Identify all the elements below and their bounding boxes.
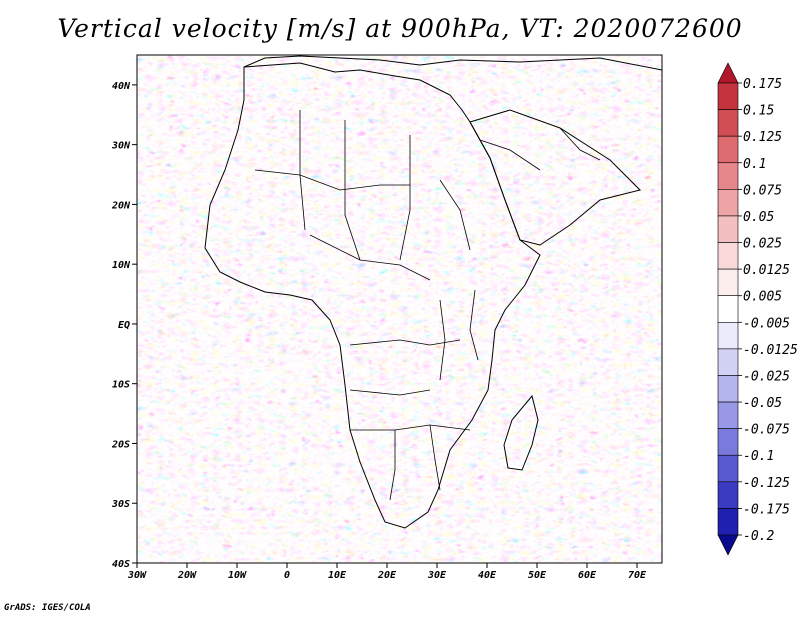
y-tick-label: EQ — [118, 320, 130, 331]
x-tick-label: 70E — [628, 570, 647, 581]
x-tick-label: 20W — [177, 570, 197, 581]
colorbar-box — [717, 508, 739, 536]
colorbar-label: -0.05 — [743, 396, 782, 411]
y-tick-label: 10N — [112, 260, 131, 271]
colorbar-box — [717, 162, 739, 190]
colorbar-box — [717, 242, 739, 270]
colorbar-box — [717, 109, 739, 137]
europe-coastline — [243, 55, 662, 71]
y-tick-label: 40N — [112, 81, 131, 92]
colorbar-label: 0.125 — [743, 130, 782, 145]
colorbar-box — [717, 454, 739, 483]
y-tick-label: 40S — [112, 559, 130, 570]
colorbar-label: -0.125 — [743, 476, 790, 491]
x-tick-label: 20E — [377, 570, 397, 581]
colorbar-label: 0.025 — [743, 237, 782, 252]
coastlines — [204, 55, 662, 529]
colorbar-box — [717, 481, 739, 509]
colorbar-label: 0.1 — [743, 157, 766, 172]
y-tick-label: 20N — [111, 200, 131, 211]
colorbar-box — [717, 375, 739, 403]
colorbar-box — [717, 268, 739, 297]
x-tick-label: 30E — [427, 570, 447, 581]
x-tick-label: 10E — [328, 570, 347, 581]
colorbar-label: -0.175 — [743, 502, 790, 517]
chart-title: Vertical velocity [m/s] at 900hPa, VT: 2… — [57, 14, 743, 43]
y-tick-label: 30S — [111, 499, 130, 510]
colorbar-max-arrow — [717, 62, 739, 84]
colorbar-box — [717, 401, 739, 429]
colorbar-label: -0.005 — [743, 316, 790, 331]
colorbar-label: -0.1 — [743, 449, 774, 464]
colorbar-box — [717, 428, 739, 456]
x-tick-label: 0 — [284, 570, 290, 581]
x-tick-label: 30W — [127, 570, 147, 581]
colorbar-label: 0.075 — [743, 183, 782, 198]
colorbar-label: 0.15 — [743, 104, 774, 119]
colorbar-label: 0.05 — [743, 210, 774, 225]
colorbar-box — [717, 135, 739, 164]
x-axis-ticks: 30W 20W 10W 0 10E 20E 30E 40E 50E 60E 70E — [127, 563, 647, 581]
madagascar-coastline — [503, 394, 539, 471]
y-axis-ticks: 40S 30S 20S 10S EQ 10N 20N 30N 40N — [111, 81, 137, 570]
colorbar-box — [717, 295, 739, 323]
x-tick-label: 50E — [528, 570, 547, 581]
colorbar-label: -0.0125 — [743, 343, 798, 358]
colorbar-box — [717, 321, 739, 350]
colorbar-box — [717, 348, 739, 376]
colorbar-label: -0.2 — [743, 529, 774, 544]
plot-frame — [136, 54, 663, 564]
y-tick-label: 30N — [111, 141, 131, 152]
colorbar-label: 0.005 — [743, 290, 782, 305]
arabia-coastline — [469, 109, 641, 246]
grads-credit: GrADS: IGES/COLA — [4, 603, 91, 613]
colorbar-label: 0.0125 — [743, 263, 790, 278]
colorbar-box — [717, 82, 739, 110]
x-tick-label: 60E — [578, 570, 597, 581]
x-tick-label: 40E — [478, 570, 497, 581]
colorbar-label: -0.025 — [743, 369, 790, 384]
colorbar-box — [717, 215, 739, 243]
country-borders — [254, 110, 601, 501]
x-tick-label: 10W — [228, 570, 247, 581]
velocity-field — [137, 55, 662, 563]
y-tick-label: 10S — [112, 380, 130, 391]
y-tick-label: 20S — [111, 439, 130, 450]
colorbar-label: -0.075 — [743, 423, 790, 438]
colorbar: 0.175 0.15 0.125 0.1 0.075 0.05 0.025 0.0125 0.0… — [717, 62, 798, 556]
colorbar-min-arrow — [717, 534, 739, 556]
africa-coastline — [204, 62, 541, 529]
colorbar-label: 0.175 — [743, 77, 782, 92]
colorbar-box — [717, 189, 739, 217]
